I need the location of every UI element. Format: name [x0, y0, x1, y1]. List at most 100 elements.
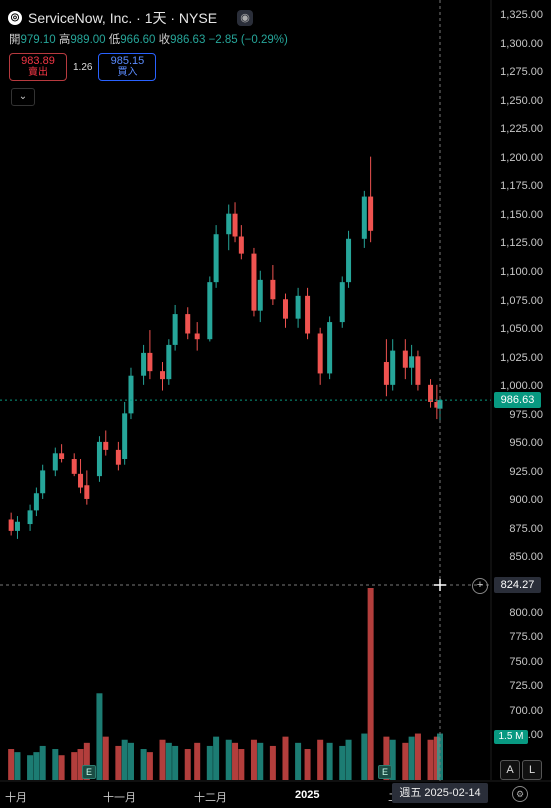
- volume-bar: [232, 742, 239, 780]
- volume-bar: [414, 733, 421, 780]
- time-label-nov: 十一月: [103, 792, 136, 804]
- volume-bar: [184, 749, 191, 780]
- sell-price: 983.89: [21, 55, 55, 67]
- buy-label: 買入: [117, 67, 138, 78]
- volume-bar: [345, 739, 352, 780]
- candle-body: [8, 519, 14, 531]
- volume-bar: [14, 752, 21, 780]
- volume-bar: [383, 736, 390, 780]
- candle-body: [185, 314, 191, 334]
- buy-price: 985.15: [110, 55, 145, 67]
- price-axis-label: 725.00: [509, 680, 543, 693]
- candle-body: [390, 350, 396, 385]
- candle-body: [172, 314, 178, 345]
- sell-button[interactable]: 983.89 賣出: [9, 53, 67, 81]
- candle-body: [14, 521, 20, 531]
- candle-body: [194, 333, 200, 340]
- volume-bar: [71, 752, 78, 780]
- candle-body: [78, 473, 84, 488]
- price-axis-label: 1,125.00: [500, 237, 543, 250]
- price-axis-label: 850.00: [509, 551, 543, 564]
- volume-bar: [250, 739, 257, 780]
- candle-body: [415, 356, 421, 385]
- eye-icon[interactable]: ◉: [237, 10, 254, 26]
- log-scale-button[interactable]: L: [522, 760, 542, 780]
- servicenow-logo-icon: ◎: [8, 11, 22, 25]
- close-label: 收: [158, 34, 171, 46]
- symbol-title[interactable]: ServiceNow, Inc. · 1天 · NYSE: [28, 10, 218, 26]
- low-label: 低: [108, 34, 121, 46]
- candle-body: [238, 236, 244, 254]
- earnings-badge-icon[interactable]: E: [378, 765, 392, 779]
- chart-header: ◎ ServiceNow, Inc. · 1天 · NYSE ◉: [8, 8, 254, 28]
- high-label: 高: [58, 34, 71, 46]
- volume-tag: 1.5 M: [494, 730, 528, 744]
- current-price-tag: 986.63: [494, 392, 541, 408]
- add-alert-plus-icon[interactable]: +: [472, 578, 488, 594]
- price-axis-label: 1,300.00: [500, 37, 543, 50]
- price-axis-label: 1,225.00: [500, 123, 543, 136]
- volume-bar: [213, 736, 220, 780]
- candle-body: [96, 441, 102, 477]
- price-axis-label: 700.00: [509, 704, 543, 717]
- volume-bar: [427, 739, 434, 780]
- price-axis-label: 1,075.00: [500, 294, 543, 307]
- volume-bar: [165, 742, 172, 780]
- candle-body: [33, 493, 39, 511]
- volume-bar: [433, 736, 440, 780]
- price-axis-label: 750.00: [509, 655, 543, 668]
- volume-bar: [121, 739, 128, 780]
- candle-body: [103, 441, 109, 450]
- volume-bar: [102, 736, 109, 780]
- volume-bar: [367, 588, 374, 780]
- volume-bar: [39, 745, 46, 780]
- auto-scale-button[interactable]: A: [500, 760, 520, 780]
- close-value: 986.63: [170, 34, 206, 46]
- crosshair-price-tag: 824.27: [494, 577, 541, 593]
- candle-body: [226, 213, 232, 235]
- price-axis-label: 925.00: [509, 465, 543, 478]
- volume-bar: [8, 749, 15, 780]
- volume-bar: [225, 739, 232, 780]
- volume-bar: [389, 739, 396, 780]
- price-axis-label: 1,000.00: [500, 380, 543, 393]
- candle-body: [166, 344, 172, 380]
- volume-bar: [326, 742, 333, 780]
- candle-body: [40, 470, 46, 494]
- volume-bar: [52, 749, 59, 780]
- candle-body: [84, 485, 90, 499]
- high-value: 989.00: [70, 34, 106, 46]
- volume-bar: [257, 742, 264, 780]
- volume-bar: [33, 752, 40, 780]
- volume-bar: [238, 749, 245, 780]
- candle-body: [327, 322, 333, 374]
- price-axis-label: 1,200.00: [500, 151, 543, 164]
- volume-bar: [115, 745, 122, 780]
- buy-button[interactable]: 985.15 買入: [98, 53, 157, 81]
- earnings-badge-icon[interactable]: E: [82, 765, 96, 779]
- candle-body: [52, 453, 58, 471]
- settings-gear-icon[interactable]: ⚙: [512, 786, 528, 802]
- candle-body: [122, 413, 128, 460]
- volume-bar: [282, 736, 289, 780]
- candle-body: [428, 384, 434, 402]
- open-label: 開: [9, 34, 21, 46]
- volume-bar: [27, 755, 34, 780]
- volume-bar: [408, 736, 415, 780]
- time-label-oct: 十月: [5, 792, 27, 804]
- candle-body: [305, 295, 311, 334]
- collapse-chevron-icon[interactable]: ⌄: [11, 88, 35, 106]
- volume-bar: [304, 749, 311, 780]
- price-axis-label: 1,025.00: [500, 351, 543, 364]
- volume-bar: [83, 742, 90, 780]
- candle-body: [141, 352, 147, 376]
- volume-bar: [295, 742, 302, 780]
- crosshair-cursor-icon: [434, 579, 446, 591]
- candle-body: [270, 279, 276, 300]
- price-axis-label: 1,250.00: [500, 94, 543, 107]
- candle-body: [402, 350, 408, 368]
- candle-body: [207, 282, 213, 340]
- volume-bar: [339, 745, 346, 780]
- volume-bar: [194, 742, 201, 780]
